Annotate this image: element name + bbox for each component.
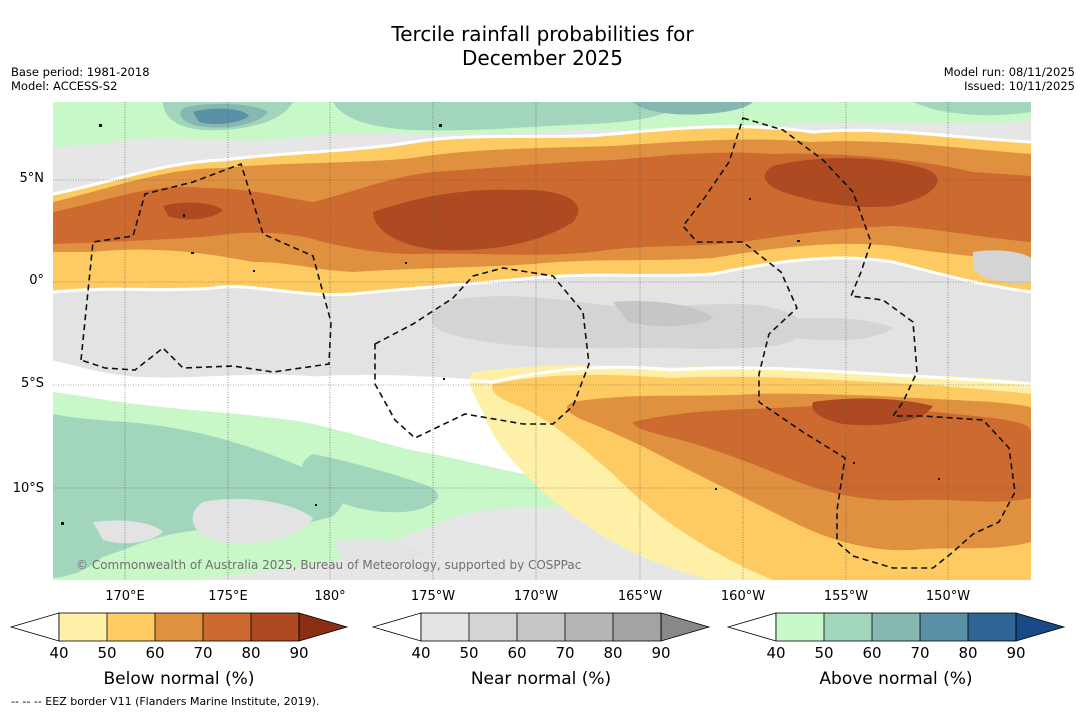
lat-label-0: 0° <box>29 273 44 288</box>
above-swatch-90 <box>1015 612 1066 642</box>
above-swatch-40 <box>776 613 824 641</box>
near-swatch-60 <box>517 613 565 641</box>
below-normal-label: Below normal (%) <box>103 669 255 689</box>
title-line-1: Tercile rainfall probabilities for <box>391 22 694 46</box>
lon-label-175e: 175°E <box>208 589 248 604</box>
below-tick-60: 60 <box>145 644 165 662</box>
above-swatch-70 <box>920 613 968 641</box>
below-tick-80: 80 <box>241 644 261 662</box>
lon-label-165w: 165°W <box>617 589 663 604</box>
near-swatch-70 <box>565 613 613 641</box>
map-title: Tercile rainfall probabilities for Decem… <box>0 22 1085 70</box>
model-name: Model: ACCESS-S2 <box>11 79 118 93</box>
issued-date: Issued: 10/11/2025 <box>964 79 1075 93</box>
near-swatch-90 <box>660 612 711 642</box>
above-swatch-80 <box>968 613 1016 641</box>
above-tick-90: 90 <box>1006 644 1026 662</box>
near-swatch-40 <box>421 613 469 641</box>
colorbar-above-normal <box>727 612 1066 642</box>
lat-label-10s: 10°S <box>12 481 44 496</box>
lon-label-175w: 175°W <box>410 589 456 604</box>
title-line-2: December 2025 <box>462 46 623 70</box>
map-canvas <box>53 102 1031 580</box>
near-tick-60: 60 <box>507 644 527 662</box>
near-tick-50: 50 <box>459 644 479 662</box>
model-run: Model run: 08/11/2025 <box>943 65 1075 79</box>
above-swatch-50 <box>824 613 872 641</box>
colorbar-near-normal <box>372 612 711 642</box>
near-swatch-80 <box>613 613 661 641</box>
near-tick-70: 70 <box>555 644 575 662</box>
near-tick-80: 80 <box>603 644 623 662</box>
lon-label-155w: 155°W <box>823 589 869 604</box>
eez-border-legend: -- -- -- EEZ border V11 (Flanders Marine… <box>11 695 320 708</box>
meta-right: Model run: 08/11/2025 Issued: 10/11/2025 <box>944 65 1075 93</box>
above-swatch-60 <box>872 613 920 641</box>
copyright-notice: © Commonwealth of Australia 2025, Bureau… <box>76 558 582 572</box>
lon-label-150w: 150°W <box>925 589 971 604</box>
below-tick-70: 70 <box>193 644 213 662</box>
lon-label-170w: 170°W <box>513 589 559 604</box>
above-tick-40: 40 <box>766 644 786 662</box>
near-tick-90: 90 <box>651 644 671 662</box>
above-tick-60: 60 <box>862 644 882 662</box>
near-tick-40: 40 <box>411 644 431 662</box>
meta-left: Base period: 1981-2018 Model: ACCESS-S2 <box>11 65 150 93</box>
below-swatch-90 <box>298 612 349 642</box>
below-swatch-50 <box>107 613 155 641</box>
above-tick-70: 70 <box>910 644 930 662</box>
below-tick-50: 50 <box>97 644 117 662</box>
near-normal-label: Near normal (%) <box>470 669 612 689</box>
lon-label-160w: 160°W <box>720 589 766 604</box>
near-swatch-50 <box>469 613 517 641</box>
below-tick-90: 90 <box>289 644 309 662</box>
lon-label-180: 180° <box>314 589 346 604</box>
above-tick-50: 50 <box>814 644 834 662</box>
below-swatch-70 <box>203 613 251 641</box>
rainfall-map <box>53 102 1031 580</box>
above-tick-80: 80 <box>958 644 978 662</box>
above-normal-label: Above normal (%) <box>819 669 973 689</box>
lon-label-170e: 170°E <box>105 589 145 604</box>
lat-label-5n: 5°N <box>19 171 45 186</box>
below-swatch-60 <box>155 613 203 641</box>
below-swatch-40 <box>59 613 107 641</box>
below-swatch-80 <box>251 613 299 641</box>
below-tick-40: 40 <box>49 644 69 662</box>
base-period: Base period: 1981-2018 <box>11 65 150 79</box>
lat-label-5s: 5°S <box>20 376 44 391</box>
colorbar-below-normal <box>10 612 349 642</box>
